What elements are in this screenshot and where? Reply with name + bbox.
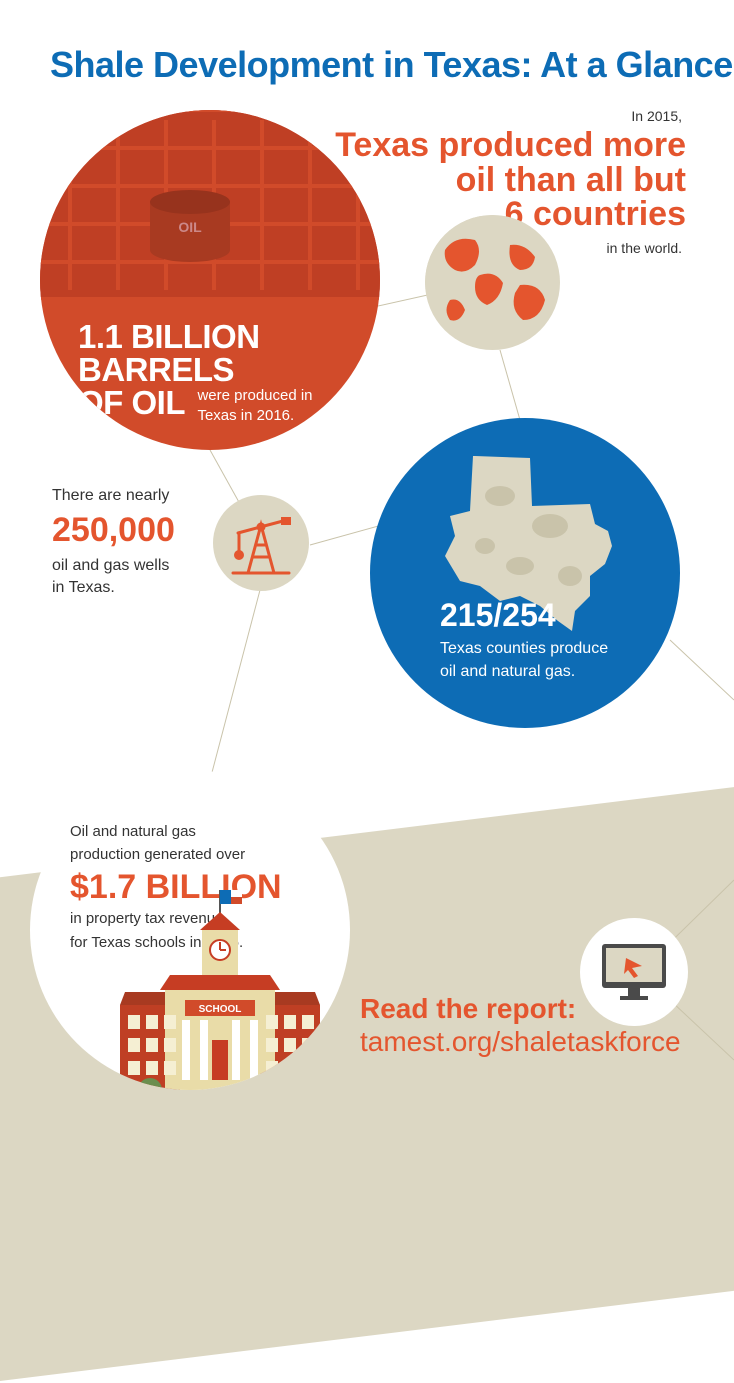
wells-number: 250,000 — [52, 507, 175, 555]
report-heading: Read the report: — [360, 992, 681, 1025]
countries-line1: Texas produced more — [335, 128, 686, 163]
barrels-line1: 1.1 BILLION BARRELS — [78, 320, 350, 386]
countries-stat: Texas produced more oil than all but 6 c… — [335, 128, 686, 232]
globe-circle — [425, 215, 560, 350]
year-label: In 2015, — [631, 108, 682, 124]
barrels-pattern: OIL — [40, 110, 380, 297]
barrels-circle: OIL 1.1 BILLION BARRELS OF OIL were prod… — [40, 110, 380, 450]
report-url: tamest.org/shaletaskforce — [360, 1025, 681, 1058]
school-building-icon: SCHOOL — [30, 770, 350, 1090]
barrels-sub: were produced inTexas in 2016. — [197, 386, 312, 425]
texas-circle: 215/254 Texas counties produce oil and n… — [370, 418, 680, 728]
wells-pre: There are nearly — [52, 485, 175, 507]
school-label: SCHOOL — [199, 1004, 242, 1015]
counties-number: 215/254 — [440, 593, 608, 638]
barrels-text: 1.1 BILLION BARRELS OF OIL were produced… — [78, 320, 350, 425]
barrels-line2: OF OIL — [78, 384, 185, 421]
oil-barrel-label: OIL — [178, 219, 202, 235]
countries-line2: oil than all but — [335, 163, 686, 198]
report-link[interactable]: Read the report: tamest.org/shaletaskfor… — [360, 992, 681, 1058]
wells-post2: in Texas. — [52, 577, 175, 599]
barrel-grid-icon: OIL — [40, 110, 380, 300]
counties-line2: oil and natural gas. — [440, 661, 608, 683]
school-circle: Oil and natural gas production generated… — [30, 770, 350, 1090]
pumpjack-icon — [213, 495, 309, 591]
countries-post: in the world. — [607, 240, 682, 256]
counties-line1: Texas counties produce — [440, 638, 608, 660]
page-title: Shale Development in Texas: At a Glance — [50, 44, 733, 86]
wells-post1: oil and gas wells — [52, 555, 175, 577]
globe-icon — [425, 215, 560, 350]
wells-stat: There are nearly 250,000 oil and gas wel… — [52, 485, 175, 600]
pumpjack-circle — [213, 495, 309, 591]
counties-stat: 215/254 Texas counties produce oil and n… — [440, 593, 608, 683]
